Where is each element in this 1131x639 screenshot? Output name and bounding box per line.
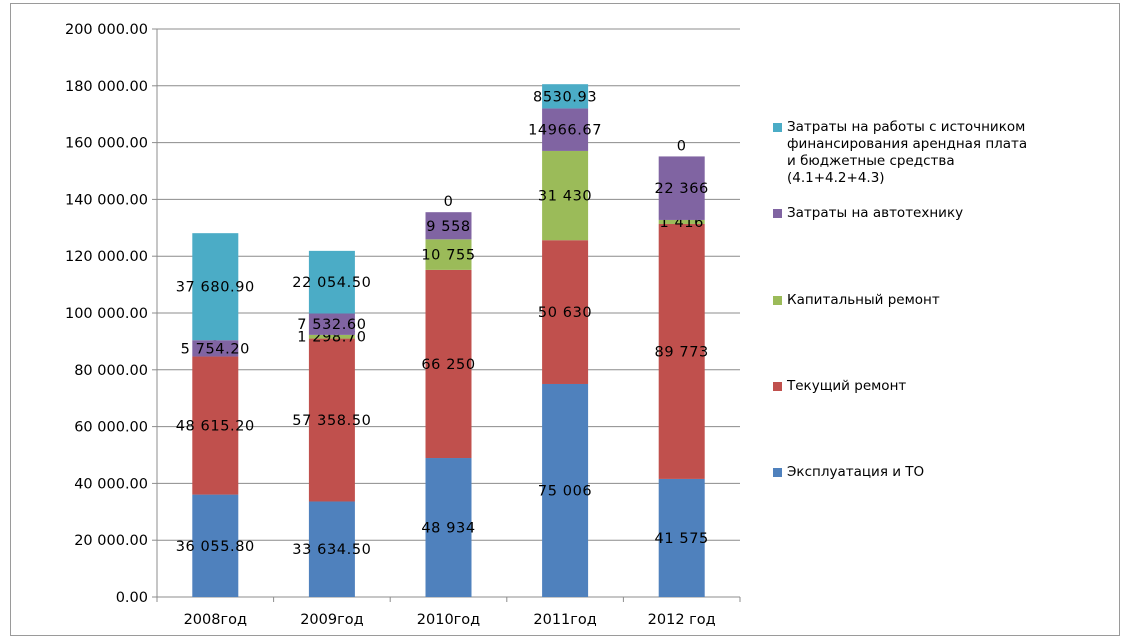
data-label: 8530.93 — [533, 89, 597, 105]
data-label: 89 773 — [655, 344, 709, 360]
data-label: 5 754.20 — [181, 341, 250, 357]
y-tick-label: 160 000.00 — [65, 136, 148, 152]
data-label: 36 055.80 — [176, 539, 255, 555]
y-tick-label: 200 000.00 — [65, 22, 148, 38]
x-tick-label: 2008год — [184, 612, 247, 628]
data-label: 37 680.90 — [176, 280, 255, 296]
y-tick-label: 140 000.00 — [65, 192, 148, 208]
bar-segment — [308, 338, 355, 502]
data-label: 7 532.60 — [297, 317, 366, 333]
bar-segment — [425, 212, 472, 240]
legend-label-funding: Затраты на работы с источником финансиро… — [787, 119, 1028, 186]
data-label: 75 006 — [538, 483, 592, 499]
bar-segment — [192, 494, 239, 597]
data-label: 0 — [444, 194, 454, 210]
bar-segment — [308, 313, 355, 335]
data-label: 22 054.50 — [292, 275, 371, 291]
legend-swatch-operation — [773, 468, 782, 477]
bar-segment — [542, 108, 589, 151]
bar-segment — [308, 334, 355, 339]
x-tick-label: 2009год — [300, 612, 363, 628]
y-tick-label: 100 000.00 — [65, 306, 148, 322]
legend-item-funding: Затраты на работы с источником финансиро… — [773, 119, 1123, 187]
legend-item-capital-repair: Капитальный ремонт — [773, 292, 1123, 309]
y-tick-label: 180 000.00 — [65, 79, 148, 95]
data-label: 66 250 — [421, 357, 475, 373]
bar-segment — [658, 156, 705, 220]
x-tick-label: 2012 год — [648, 612, 716, 628]
data-label: 10 755 — [421, 248, 475, 264]
data-label: 9 558 — [426, 219, 471, 235]
chart-frame — [10, 3, 1120, 636]
bar-segment — [425, 239, 472, 270]
data-label: 50 630 — [538, 305, 592, 321]
data-label: 33 634.50 — [292, 542, 371, 558]
legend-item-vehicles: Затраты на автотехнику — [773, 205, 1123, 222]
bar-segment — [192, 233, 239, 341]
bar-segment — [542, 383, 589, 597]
data-label: 41 575 — [655, 531, 709, 547]
bar-segment — [425, 458, 472, 597]
bar-segment — [542, 240, 589, 384]
bar-segment — [658, 219, 705, 224]
bar-segment — [542, 150, 589, 241]
legend-swatch-vehicles — [773, 209, 782, 218]
legend-label-operation: Эксплуатация и ТО — [787, 464, 925, 480]
bar-segment — [425, 269, 472, 459]
x-tick-label: 2010год — [417, 612, 480, 628]
data-label: 48 615.20 — [176, 419, 255, 435]
x-tick-label: 2011год — [533, 612, 596, 628]
legend-item-operation: Эксплуатация и ТО — [773, 464, 1123, 481]
bar-segment — [192, 356, 239, 495]
data-label: 22 366 — [655, 181, 709, 197]
legend-swatch-capital-repair — [773, 296, 782, 305]
y-tick-label: 40 000.00 — [74, 476, 148, 492]
data-label: 31 430 — [538, 189, 592, 205]
y-tick-label: 0.00 — [116, 590, 148, 606]
legend-label-capital-repair: Капитальный ремонт — [787, 292, 940, 308]
legend-swatch-current-repair — [773, 382, 782, 391]
data-label: 14966.67 — [528, 123, 602, 139]
data-label: 57 358.50 — [292, 413, 371, 429]
bar-segment — [542, 84, 589, 109]
bar-segment — [308, 501, 355, 597]
bar-segment — [658, 478, 705, 597]
bar-segment — [308, 250, 355, 314]
legend-label-vehicles: Затраты на автотехнику — [787, 205, 964, 221]
bar-segment — [192, 340, 239, 357]
bar-segment — [658, 223, 705, 479]
legend-swatch-funding — [773, 123, 782, 132]
data-label: 0 — [677, 138, 687, 154]
y-tick-label: 60 000.00 — [74, 420, 148, 436]
data-label: 48 934 — [421, 521, 475, 537]
y-tick-label: 80 000.00 — [74, 363, 148, 379]
legend-label-current-repair: Текущий ремонт — [787, 378, 907, 394]
y-tick-label: 20 000.00 — [74, 533, 148, 549]
legend-item-current-repair: Текущий ремонт — [773, 378, 1123, 395]
y-tick-label: 120 000.00 — [65, 249, 148, 265]
